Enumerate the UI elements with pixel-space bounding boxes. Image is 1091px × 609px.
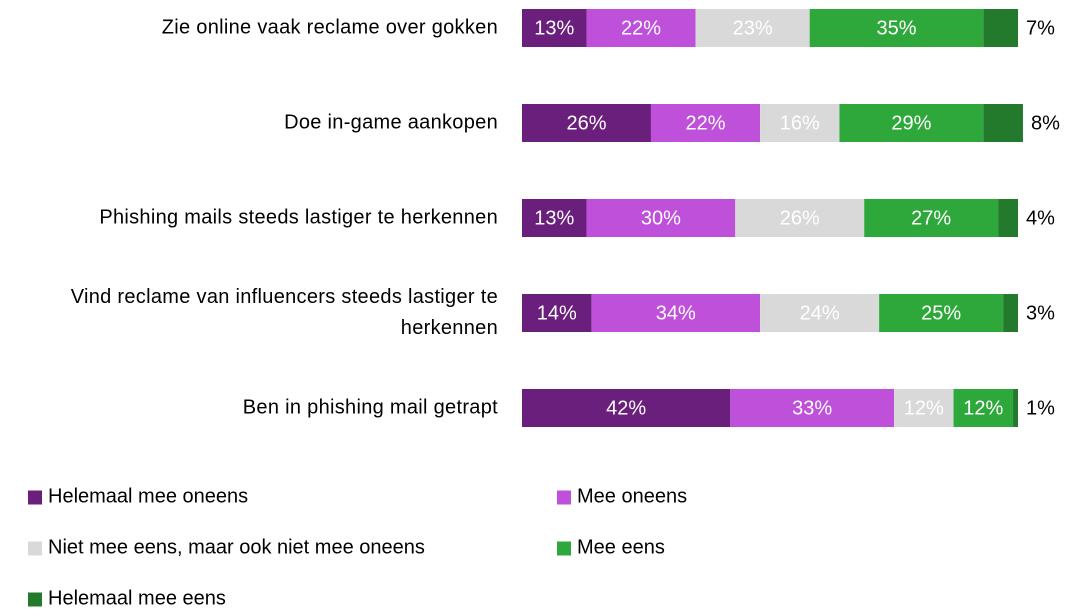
bar-segment [998, 199, 1018, 237]
bar-segment [522, 9, 587, 47]
value-label: 1% [1026, 397, 1055, 419]
legend-label: Helemaal mee oneens [48, 485, 249, 508]
category-label: Doe in-game aankopen [284, 111, 498, 134]
bar-segment [695, 9, 810, 47]
legend-swatch [28, 490, 42, 504]
bar-segment [522, 389, 731, 427]
value-label: 8% [1031, 112, 1060, 134]
value-label: 22% [621, 17, 661, 39]
bar-segment [591, 294, 761, 332]
bar-segment [586, 9, 696, 47]
category-label: Zie online vaak reclame over gokken [161, 16, 498, 39]
category-label: Ben in phishing mail getrapt [242, 396, 498, 419]
value-label: 4% [1026, 207, 1055, 229]
value-label: 13% [534, 17, 574, 39]
value-label: 42% [606, 397, 646, 419]
bar-segment [735, 199, 865, 237]
bar-segment [760, 294, 880, 332]
value-label: 26% [780, 207, 820, 229]
legend-swatch [557, 490, 571, 504]
legend-swatch [557, 541, 571, 555]
legend-label: Mee eens [577, 536, 665, 559]
bar-segment [894, 389, 954, 427]
bar-segment [522, 104, 651, 142]
value-label: 16% [780, 112, 820, 134]
legend-item: Mee eens [557, 537, 665, 560]
legend-swatch [28, 592, 42, 606]
bar-segment [864, 199, 999, 237]
bar-segment [1013, 389, 1018, 427]
value-label: 29% [891, 112, 931, 134]
bar-segment [809, 9, 984, 47]
bar-segment [983, 9, 1018, 47]
value-label: 33% [792, 397, 832, 419]
bar-segment [650, 104, 761, 142]
value-label: 13% [534, 207, 574, 229]
category-label: Vind reclame van influencers steeds last… [70, 286, 498, 339]
value-label: 3% [1026, 302, 1055, 324]
bar-segment [839, 104, 984, 142]
category-label: Phishing mails steeds lastiger te herken… [99, 206, 498, 229]
value-label: 7% [1026, 17, 1055, 39]
legend-item: Helemaal mee eens [28, 588, 226, 609]
legend-label: Mee oneens [577, 485, 688, 508]
bar-segment [760, 104, 840, 142]
legend-item: Niet mee eens, maar ook niet mee oneens [28, 537, 425, 560]
value-label: 26% [566, 112, 606, 134]
value-label: 24% [800, 302, 840, 324]
value-label: 30% [641, 207, 681, 229]
legend-item: Helemaal mee oneens [28, 486, 248, 509]
bar-segment [953, 389, 1014, 427]
value-label: 22% [686, 112, 726, 134]
bar-segment [586, 199, 736, 237]
legend-label: Niet mee eens, maar ook niet mee oneens [48, 536, 425, 559]
legend-swatch [28, 541, 42, 555]
value-label: 27% [911, 207, 951, 229]
legend-item: Mee oneens [557, 486, 687, 509]
bar-segment [522, 199, 587, 237]
value-label: 12% [963, 397, 1003, 419]
value-label: 25% [921, 302, 961, 324]
value-label: 34% [656, 302, 696, 324]
value-label: 35% [876, 17, 916, 39]
bar-segment [1003, 294, 1018, 332]
bar-segment [983, 104, 1023, 142]
value-label: 14% [537, 302, 577, 324]
bar-segment [522, 294, 592, 332]
bar-segment [879, 294, 1004, 332]
bar-segment [730, 389, 894, 427]
value-label: 23% [733, 17, 773, 39]
value-label: 12% [904, 397, 944, 419]
legend-label: Helemaal mee eens [48, 587, 226, 609]
